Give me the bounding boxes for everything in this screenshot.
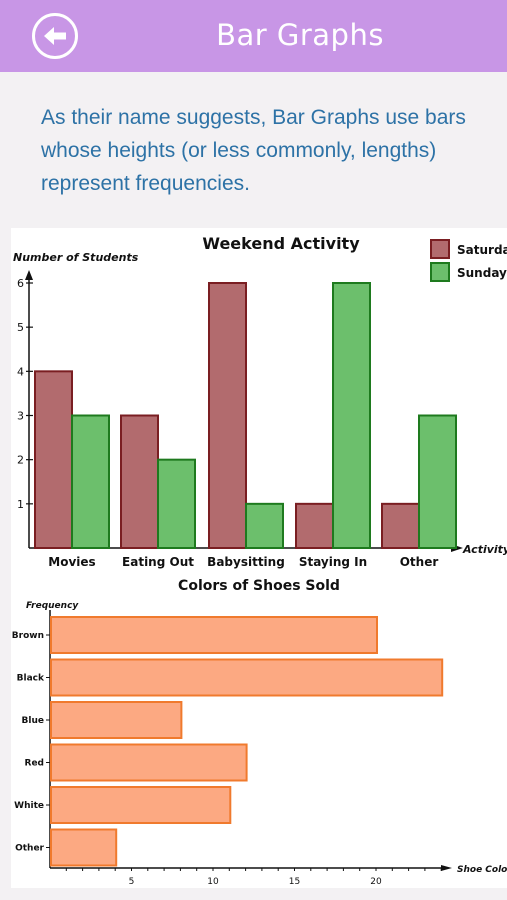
chart2-category-label: Other <box>15 844 44 854</box>
chart2-category-label: Blue <box>22 716 44 726</box>
chart2-x-tick-label: 10 <box>207 877 219 887</box>
chart2-x-tick-label: 5 <box>129 877 135 887</box>
chart2-category-label: White <box>14 801 44 811</box>
chart2-bar <box>50 786 232 824</box>
chart1-bar-sunday <box>71 414 110 549</box>
chart1-bar-saturday <box>120 414 159 549</box>
chart2-x-tick-label: 15 <box>289 877 300 887</box>
chart1-bar-sunday <box>157 458 196 550</box>
chart2-bar <box>50 701 183 739</box>
chart2-category-label: Red <box>25 759 44 769</box>
header-bar: Bar Graphs <box>0 0 507 72</box>
chart2-ylabel: Frequency <box>26 601 79 611</box>
chart2-x-tick-label: 20 <box>370 877 382 887</box>
chart2-category-label: Brown <box>12 631 44 641</box>
chart1-y-arrow <box>25 270 33 280</box>
chart2-bar <box>50 616 378 654</box>
chart1-bar-saturday <box>381 502 420 550</box>
chart2-x-arrow <box>441 865 452 871</box>
intro-text: As their name suggests, Bar Graphs use b… <box>41 106 466 195</box>
chart1-legend-swatch <box>430 262 450 282</box>
chart1-category-label: Other <box>400 555 439 569</box>
chart1-y-tick-label: 6 <box>17 277 24 290</box>
charts-svg: Weekend Activity Number of Students Activi… <box>12 234 507 887</box>
chart1-bar-sunday <box>332 282 371 549</box>
chart1-bar-sunday <box>418 414 457 549</box>
chart1-category-label: Eating Out <box>122 555 194 569</box>
chart1-y-tick-label: 4 <box>17 365 24 378</box>
back-arrow-icon <box>44 27 66 45</box>
chart1-y-tick-label: 5 <box>17 321 24 334</box>
chart1-bar-saturday <box>208 282 247 549</box>
chart1-y-tick-label: 1 <box>17 498 24 511</box>
chart2-xlabel: Shoe Color <box>457 865 507 875</box>
chart1-legend-swatch <box>430 239 450 259</box>
chart1-bar-sunday <box>245 502 284 550</box>
chart1-category-label: Staying In <box>299 555 367 569</box>
page-title: Bar Graphs <box>216 18 384 52</box>
chart-panel: Weekend Activity Number of Students Activi… <box>11 228 507 888</box>
chart1-legend-label: Sunday <box>457 266 507 280</box>
chart1-title: Weekend Activity <box>202 234 360 253</box>
chart1-legend-label: Saturday <box>457 243 507 257</box>
chart2-category-label: Black <box>17 674 45 684</box>
chart1-ylabel: Number of Students <box>13 251 139 264</box>
back-button[interactable] <box>32 13 78 59</box>
chart1-y-tick-label: 3 <box>17 410 24 423</box>
chart2-title: Colors of Shoes Sold <box>178 578 340 594</box>
chart1-y-tick-label: 2 <box>17 454 24 467</box>
chart2-bar <box>50 658 444 697</box>
chart1-xlabel: Activity <box>462 543 507 556</box>
chart1-category-label: Babysitting <box>207 555 285 569</box>
chart2-bar <box>50 828 118 867</box>
chart1-bar-saturday <box>34 370 73 549</box>
chart2-bar <box>50 743 248 782</box>
chart1-bar-saturday <box>295 502 334 550</box>
chart1-category-label: Movies <box>48 555 95 569</box>
